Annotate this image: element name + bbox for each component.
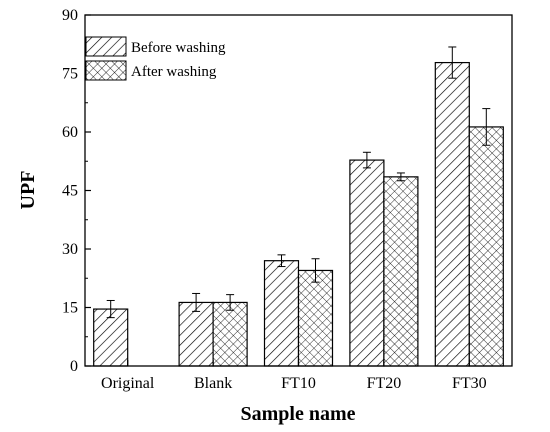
legend: Before washing After washing	[85, 36, 226, 81]
bar-blank-before	[178, 301, 214, 367]
bar-ft10-after	[297, 269, 334, 367]
x-axis: Original Blank FT10 FT20 FT30	[101, 360, 487, 392]
y-axis-title: UPF	[17, 171, 39, 210]
bar-original-before	[93, 308, 129, 367]
y-tick-label-45: 45	[62, 183, 78, 200]
x-tick-label-ft30: FT30	[452, 375, 487, 392]
error-bar-ft30-after	[482, 108, 491, 146]
legend-label-before: Before washing	[131, 40, 226, 56]
y-tick-label-0: 0	[70, 358, 78, 375]
legend-swatch-before	[85, 36, 127, 57]
error-bar-ft30-before	[448, 46, 457, 79]
bar-blank-after	[212, 301, 248, 367]
bar-ft20-before	[349, 159, 385, 367]
x-tick-label-original: Original	[101, 375, 155, 392]
error-bar-blank-after	[226, 294, 235, 311]
bars-layer	[93, 61, 504, 367]
error-bar-ft10-after	[311, 258, 320, 283]
y-axis: 0 15 30 45 60 75 90	[62, 7, 91, 375]
error-bar-original-before	[106, 299, 115, 319]
bar-ft20-after	[383, 176, 419, 367]
x-axis-title: Sample name	[241, 403, 356, 425]
y-tick-label-15: 15	[62, 300, 78, 317]
legend-swatch-after	[85, 60, 127, 81]
bar-ft30-before	[434, 61, 470, 367]
error-bar-blank-before	[192, 292, 201, 312]
error-bars-layer	[106, 46, 491, 319]
x-tick-label-blank: Blank	[194, 375, 232, 392]
error-bar-ft20-after	[396, 172, 405, 182]
x-tick-label-ft10: FT10	[281, 375, 316, 392]
error-bar-ft10-before	[277, 254, 286, 268]
legend-label-after: After washing	[131, 64, 217, 80]
bar-ft30-after	[468, 126, 504, 367]
bar-ft10-before	[263, 260, 300, 367]
y-tick-label-90: 90	[62, 7, 78, 24]
y-tick-label-75: 75	[62, 66, 78, 83]
error-bar-ft20-before	[362, 151, 371, 169]
y-tick-label-30: 30	[62, 241, 78, 258]
y-tick-label-60: 60	[62, 124, 78, 141]
x-tick-label-ft20: FT20	[367, 375, 402, 392]
